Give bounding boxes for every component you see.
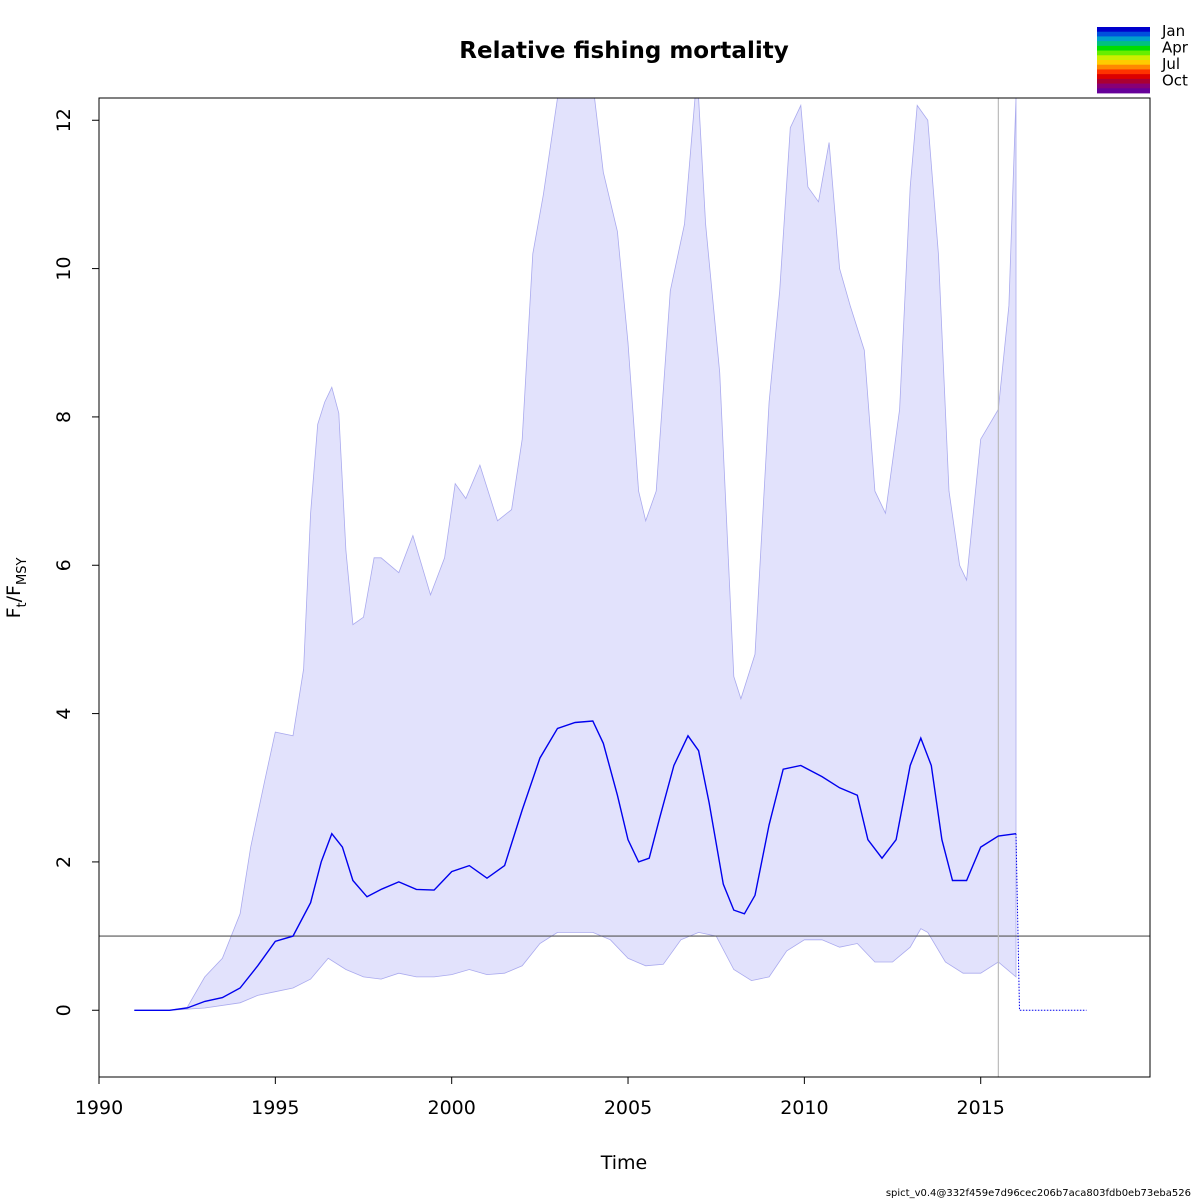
legend-color-band xyxy=(1097,78,1150,84)
legend-color-band xyxy=(1097,41,1150,47)
y-tick-label: 4 xyxy=(53,708,75,720)
x-tick-label: 2005 xyxy=(604,1097,652,1119)
legend-color-band xyxy=(1097,31,1150,37)
legend-color-band xyxy=(1097,27,1150,33)
version-footer: spict_v0.4@332f459e7d96cec206b7aca803fdb… xyxy=(886,1188,1191,1199)
y-label-slash: / xyxy=(3,595,25,602)
y-tick-label: 8 xyxy=(53,411,75,423)
y-axis-label: Ft/FMSY xyxy=(3,558,30,619)
x-tick-label: 2000 xyxy=(428,1097,476,1119)
legend-color-band xyxy=(1097,45,1150,51)
legend-color-band xyxy=(1097,55,1150,61)
confidence-band xyxy=(134,98,1017,1011)
y-label-msy: MSY xyxy=(15,558,30,585)
y-tick-label: 0 xyxy=(53,1004,75,1016)
x-tick-label: 2015 xyxy=(957,1097,1005,1119)
y-tick-label: 2 xyxy=(53,856,75,868)
axes: 1990 1995 2000 2005 2010 2015 0 2 4 6 8 10 12 xyxy=(53,97,1151,1119)
legend-label-oct: Oct xyxy=(1162,72,1188,90)
y-tick-label: 6 xyxy=(53,559,75,571)
legend-label-jul: Jul xyxy=(1161,55,1180,73)
legend-color-band xyxy=(1097,74,1150,80)
legend-color-band xyxy=(1097,83,1150,89)
legend-color-band xyxy=(1097,69,1150,75)
x-tick-label: 1990 xyxy=(75,1097,123,1119)
x-tick-label: 2010 xyxy=(780,1097,828,1119)
y-label-f: F xyxy=(3,607,25,618)
x-axis-label: Time xyxy=(600,1152,648,1174)
forecast-line xyxy=(1015,833,1087,1011)
legend-color-band xyxy=(1097,36,1150,42)
legend-label-apr: Apr xyxy=(1162,39,1189,57)
chart-title: Relative fishing mortality xyxy=(459,38,788,64)
legend-color-band xyxy=(1097,60,1150,66)
legend-color-band xyxy=(1097,88,1150,94)
x-tick-label: 1995 xyxy=(251,1097,299,1119)
estimate-line xyxy=(134,720,1017,1011)
legend-color-band xyxy=(1097,50,1150,56)
plot-area xyxy=(99,98,1150,1077)
legend-label-jan: Jan xyxy=(1161,22,1185,40)
y-label-fmsy: F xyxy=(3,585,25,596)
y-label-t: t xyxy=(15,602,30,607)
legend-color-band xyxy=(1097,64,1150,70)
y-tick-label: 10 xyxy=(53,257,75,281)
y-tick-label: 12 xyxy=(53,108,75,132)
